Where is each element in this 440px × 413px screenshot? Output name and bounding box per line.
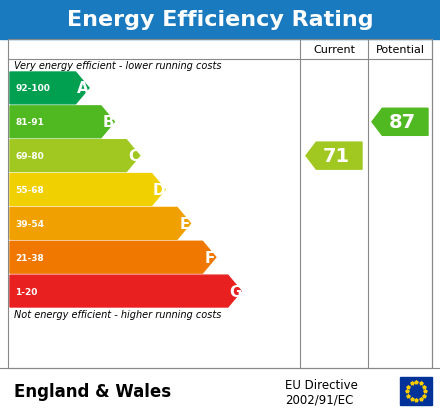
Text: E: E	[179, 216, 190, 231]
Polygon shape	[372, 109, 428, 136]
Text: A: A	[77, 81, 89, 96]
Polygon shape	[10, 140, 140, 172]
Text: Current: Current	[313, 45, 355, 55]
Text: 81-91: 81-91	[15, 118, 44, 127]
Text: England & Wales: England & Wales	[14, 382, 171, 400]
Polygon shape	[306, 143, 362, 170]
Text: 87: 87	[389, 113, 415, 132]
Text: 21-38: 21-38	[15, 253, 44, 262]
Text: Very energy efficient - lower running costs: Very energy efficient - lower running co…	[14, 61, 221, 71]
Polygon shape	[10, 174, 165, 206]
Bar	[8, 40, 432, 368]
Text: Not energy efficient - higher running costs: Not energy efficient - higher running co…	[14, 309, 221, 319]
Text: 1-20: 1-20	[15, 287, 37, 296]
Text: 55-68: 55-68	[15, 185, 44, 195]
Text: 69-80: 69-80	[15, 152, 44, 161]
Polygon shape	[10, 242, 216, 273]
Polygon shape	[10, 73, 89, 104]
Polygon shape	[10, 275, 241, 307]
Polygon shape	[10, 107, 114, 138]
Text: G: G	[229, 284, 242, 299]
Text: 92-100: 92-100	[15, 84, 50, 93]
Text: 71: 71	[323, 147, 349, 166]
Text: C: C	[128, 149, 139, 164]
Text: Potential: Potential	[375, 45, 425, 55]
Text: B: B	[103, 115, 114, 130]
Text: D: D	[153, 183, 165, 197]
Text: 39-54: 39-54	[15, 219, 44, 228]
Text: F: F	[205, 250, 215, 265]
Bar	[0, 0, 440, 40]
Text: EU Directive: EU Directive	[285, 379, 358, 392]
Text: Energy Efficiency Rating: Energy Efficiency Rating	[67, 10, 373, 30]
Text: 2002/91/EC: 2002/91/EC	[285, 392, 353, 406]
Polygon shape	[10, 208, 191, 240]
Bar	[400, 377, 432, 405]
